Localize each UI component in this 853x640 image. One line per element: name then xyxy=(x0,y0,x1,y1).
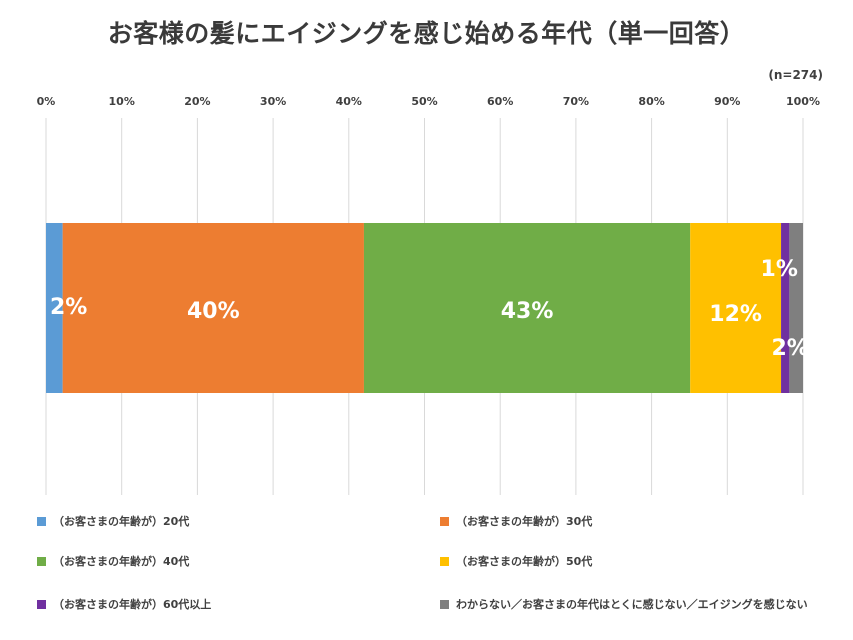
legend-item: （お客さまの年齢が）20代 xyxy=(37,513,189,529)
x-tick-label: 70% xyxy=(563,95,589,108)
bar-segment xyxy=(781,223,790,393)
x-tick-label: 0% xyxy=(37,95,56,108)
legend-label: （お客さまの年齢が）50代 xyxy=(456,555,593,568)
x-tick-label: 90% xyxy=(714,95,740,108)
legend-swatch xyxy=(440,556,449,566)
legend-label: （お客さまの年齢が）60代以上 xyxy=(53,598,212,611)
bar-segment xyxy=(690,223,782,393)
bar-segment xyxy=(363,223,691,393)
sample-size-label: (n=274) xyxy=(768,68,823,82)
data-label: 43% xyxy=(501,299,554,324)
data-label: 2% xyxy=(772,336,809,361)
bar-segment xyxy=(46,223,63,393)
legend-swatch xyxy=(37,516,46,526)
x-tick-label: 40% xyxy=(336,95,362,108)
legend-label: （お客さまの年齢が）40代 xyxy=(53,555,190,568)
data-label: 40% xyxy=(187,299,240,324)
chart-title: お客様の髪にエイジングを感じ始める年代（単一回答） xyxy=(107,19,746,48)
x-tick-label: 100% xyxy=(786,95,820,108)
x-tick-label: 10% xyxy=(109,95,135,108)
x-tick-label: 50% xyxy=(411,95,437,108)
legend-item: わからない／お客さまの年代はとくに感じない／エイジングを感じない xyxy=(440,596,808,612)
bar-segment xyxy=(62,223,364,393)
legend-item: （お客さまの年齢が）30代 xyxy=(440,513,592,529)
x-tick-label: 80% xyxy=(638,95,664,108)
legend-swatch xyxy=(37,599,46,609)
legend-swatch xyxy=(37,556,46,566)
legend-label: わからない／お客さまの年代はとくに感じない／エイジングを感じない xyxy=(456,598,808,611)
legend-label: （お客さまの年齢が）30代 xyxy=(456,515,593,528)
x-tick-label: 20% xyxy=(184,95,210,108)
bar-segment xyxy=(789,223,803,393)
legend-swatch xyxy=(440,516,449,526)
legend-item: （お客さまの年齢が）60代以上 xyxy=(37,596,211,612)
legend-item: （お客さまの年齢が）50代 xyxy=(440,553,592,569)
x-tick-label: 30% xyxy=(260,95,286,108)
data-label: 12% xyxy=(709,302,762,327)
data-label: 2% xyxy=(50,295,87,320)
x-tick-label: 60% xyxy=(487,95,513,108)
legend-swatch xyxy=(440,599,449,609)
data-label: 1% xyxy=(761,257,798,282)
legend-label: （お客さまの年齢が）20代 xyxy=(53,515,190,528)
legend-item: （お客さまの年齢が）40代 xyxy=(37,553,189,569)
